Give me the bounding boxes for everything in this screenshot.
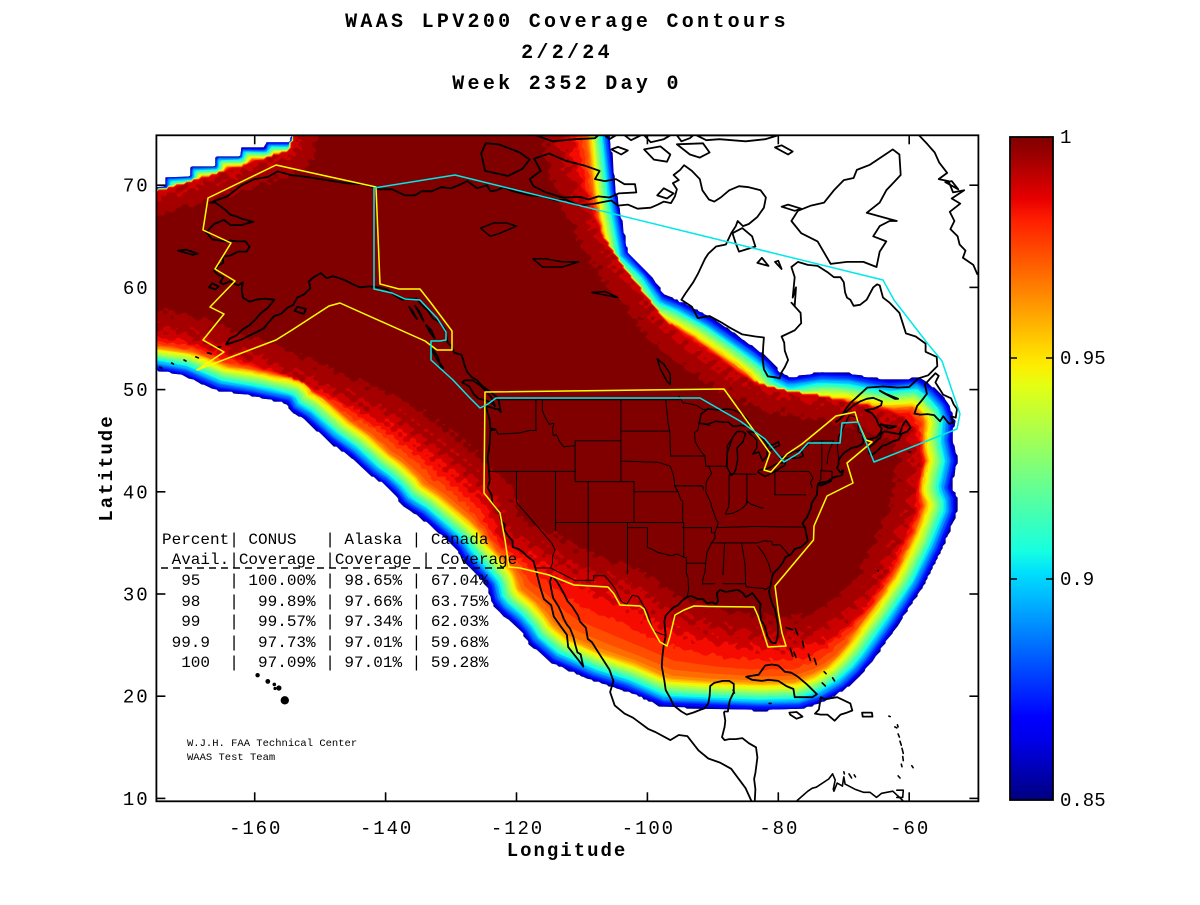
- svg-text:10: 10: [123, 789, 150, 811]
- svg-text:-100: -100: [622, 818, 675, 840]
- svg-text:70: 70: [123, 176, 150, 198]
- svg-text:0.85: 0.85: [1060, 790, 1106, 812]
- svg-text:100 | 97.09% | 97.01% | 59.2: 100 | 97.09% | 97.01% | 59.28%: [162, 654, 489, 672]
- svg-text:40: 40: [123, 482, 150, 504]
- svg-text:-160: -160: [229, 818, 282, 840]
- svg-text:Longitude: Longitude: [507, 840, 628, 862]
- svg-text:30: 30: [123, 585, 150, 607]
- svg-text:WAAS Test Team: WAAS Test Team: [187, 752, 275, 764]
- svg-text:WAAS LPV200 Coverage Contours: WAAS LPV200 Coverage Contours: [345, 11, 789, 34]
- svg-text:99.9 | 97.73% | 97.01% | 59.: 99.9 | 97.73% | 97.01% | 59.68%: [162, 634, 489, 652]
- svg-text:60: 60: [123, 278, 150, 300]
- svg-text:98 | 99.89% | 97.66% | 63.7: 98 | 99.89% | 97.66% | 63.75%: [162, 593, 489, 611]
- svg-text:20: 20: [123, 687, 150, 709]
- svg-text:0.95: 0.95: [1060, 348, 1106, 370]
- svg-text:W.J.H. FAA Technical Center: W.J.H. FAA Technical Center: [187, 738, 357, 750]
- svg-text:0.9: 0.9: [1060, 569, 1094, 591]
- svg-text:-140: -140: [360, 818, 413, 840]
- svg-text:Week 2352 Day 0: Week 2352 Day 0: [452, 73, 682, 96]
- svg-text:2/2/24: 2/2/24: [521, 42, 613, 65]
- svg-text:50: 50: [123, 380, 150, 402]
- svg-text:-60: -60: [890, 818, 930, 840]
- svg-text:-120: -120: [491, 818, 544, 840]
- svg-text:-80: -80: [759, 818, 799, 840]
- svg-text:Percent| CONUS | Alaska | Ca: Percent| CONUS | Alaska | Canada: [162, 531, 489, 549]
- svg-text:95 | 100.00% | 98.65% | 67.0: 95 | 100.00% | 98.65% | 67.04%: [162, 572, 489, 590]
- svg-text:99 | 99.57% | 97.34% | 62.0: 99 | 99.57% | 97.34% | 62.03%: [162, 613, 489, 631]
- svg-text:1: 1: [1060, 127, 1071, 149]
- svg-text:Avail.|Coverage |Coverage | Co: Avail.|Coverage |Coverage | Coverage: [162, 551, 517, 569]
- svg-text:Latitude: Latitude: [96, 414, 118, 521]
